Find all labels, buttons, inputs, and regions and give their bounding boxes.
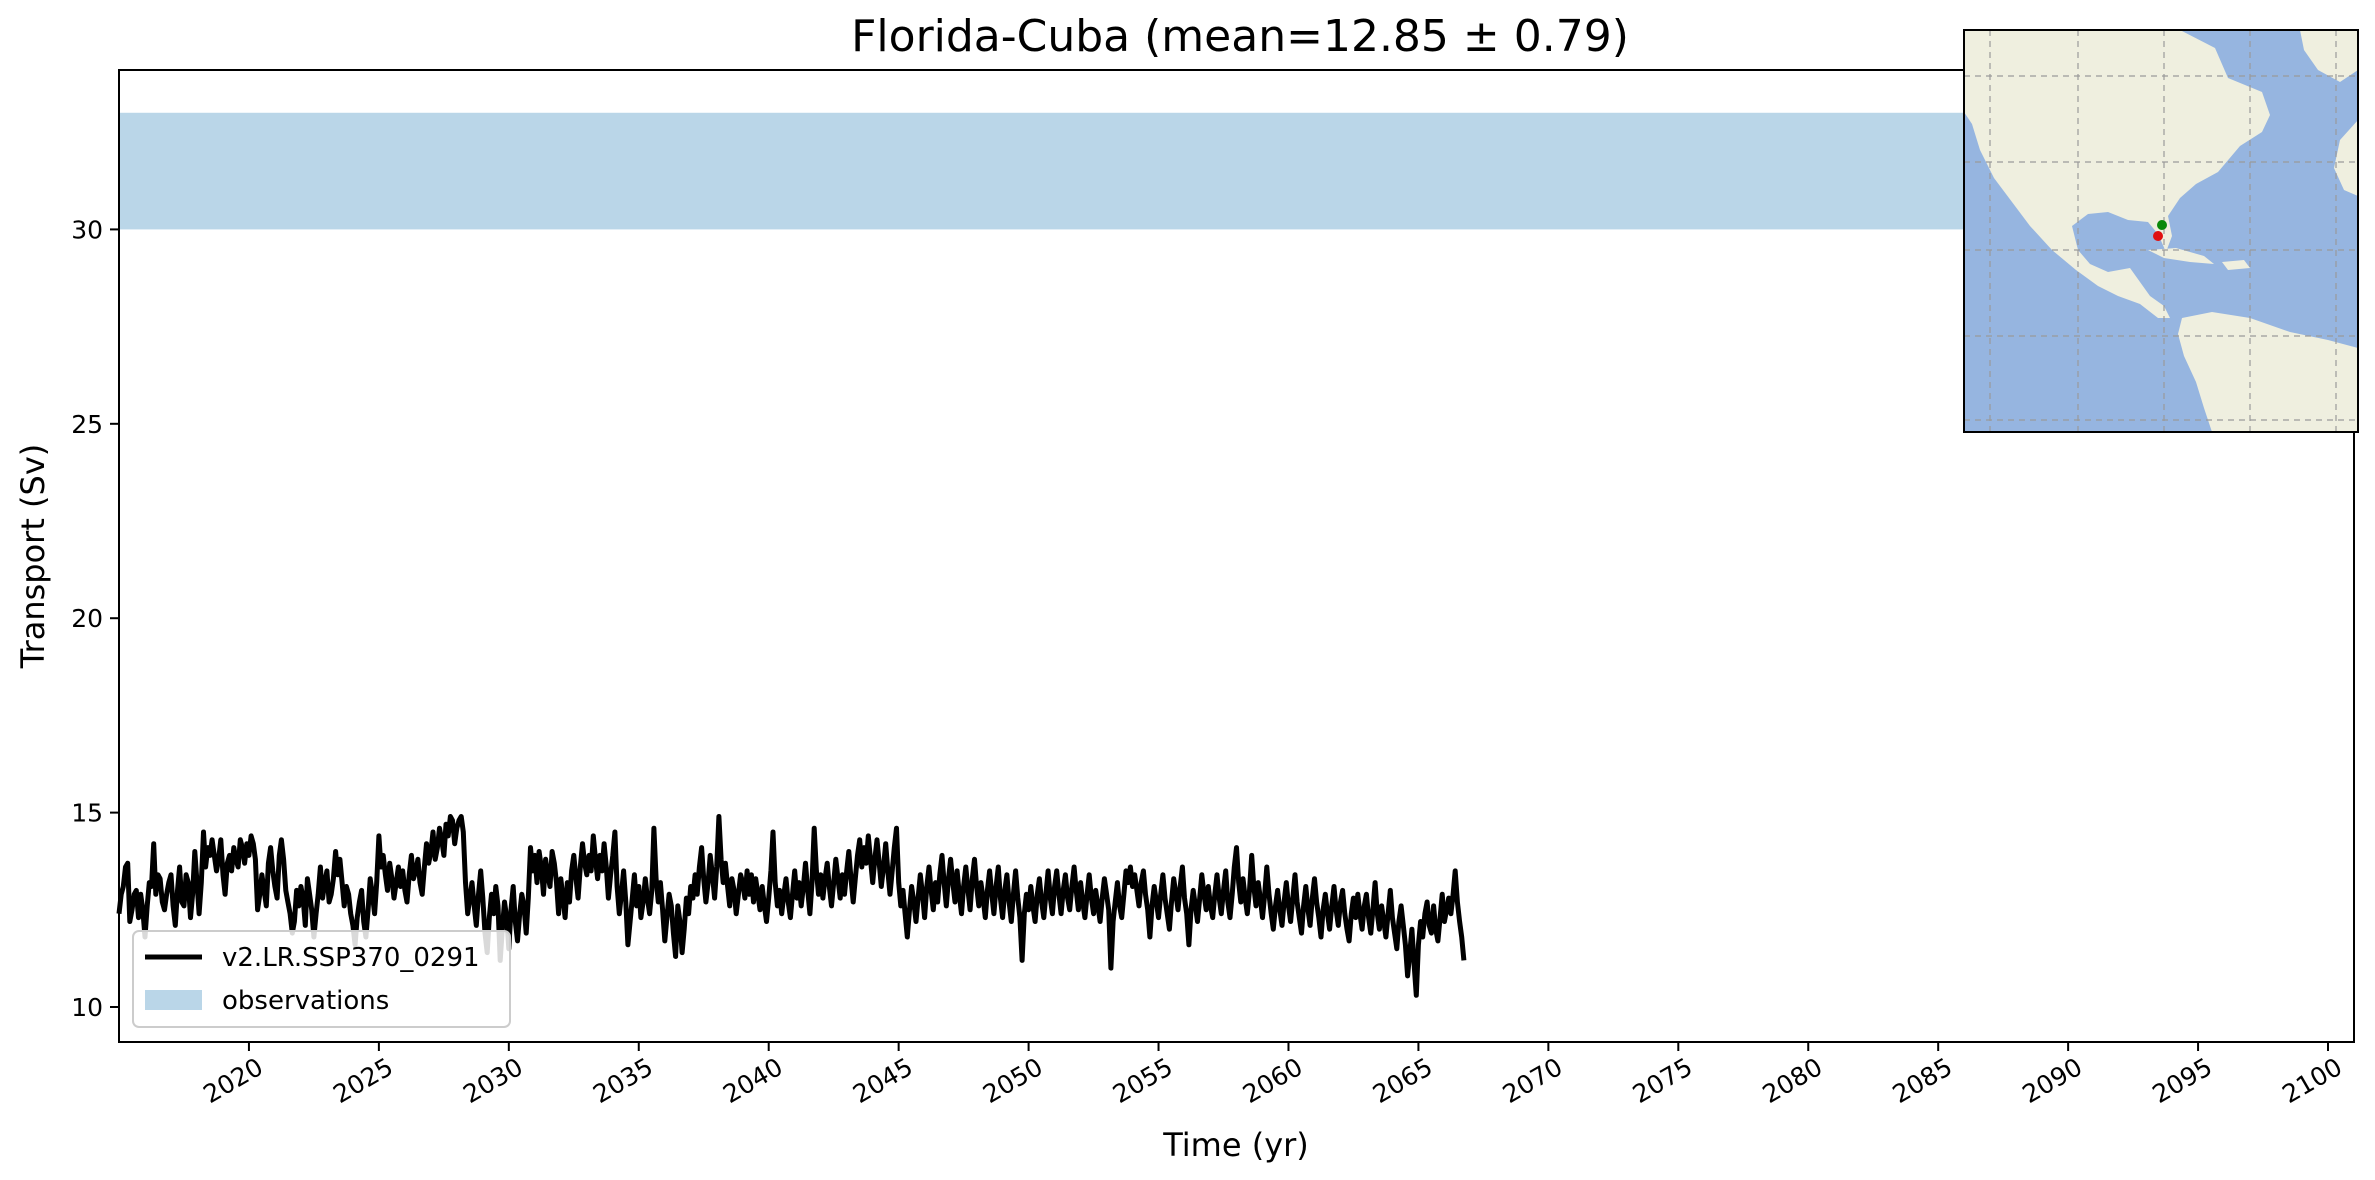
series-line bbox=[116, 814, 1467, 998]
legend-observations-swatch bbox=[145, 990, 202, 1010]
axes-frame bbox=[118, 69, 2355, 1043]
y-tick-label: 20 bbox=[71, 604, 103, 633]
map-land-south-america bbox=[2178, 312, 2358, 432]
y-axis: 10 15 20 25 30 bbox=[71, 215, 119, 1022]
map-land-north-america bbox=[1964, 30, 2270, 318]
x-tick-label: 2070 bbox=[1498, 1052, 1568, 1109]
x-tick-label: 2055 bbox=[1108, 1052, 1178, 1109]
x-tick-label: 2090 bbox=[2018, 1052, 2088, 1109]
y-tick-label: 25 bbox=[71, 410, 103, 439]
x-tick-label: 2045 bbox=[848, 1052, 918, 1109]
x-tick-label: 2020 bbox=[198, 1052, 268, 1109]
x-tick-label: 2075 bbox=[1628, 1052, 1698, 1109]
x-tick-label: 2040 bbox=[718, 1052, 788, 1109]
y-tick-label: 10 bbox=[71, 993, 103, 1022]
map-land-greenland bbox=[2300, 30, 2358, 82]
inset-map bbox=[1963, 29, 2359, 433]
x-tick-label: 2095 bbox=[2147, 1052, 2217, 1109]
section-start-marker bbox=[2157, 220, 2167, 230]
x-tick-label: 2100 bbox=[2277, 1052, 2347, 1109]
inset-map-frame bbox=[1963, 29, 2359, 433]
x-axis-label: Time (yr) bbox=[1162, 1126, 1309, 1164]
y-tick-label: 15 bbox=[71, 799, 103, 828]
x-tick-label: 2065 bbox=[1368, 1052, 1438, 1109]
x-tick-label: 2030 bbox=[458, 1052, 528, 1109]
x-tick-label: 2080 bbox=[1758, 1052, 1828, 1109]
x-tick-label: 2085 bbox=[1888, 1052, 1958, 1109]
map-land-hispaniola bbox=[2222, 260, 2250, 270]
legend-frame bbox=[132, 930, 511, 1028]
x-tick-label: 2025 bbox=[328, 1052, 398, 1109]
x-tick-label: 2050 bbox=[978, 1052, 1048, 1109]
y-tick-label: 30 bbox=[71, 215, 103, 244]
map-land-africa bbox=[2334, 120, 2358, 196]
section-end-marker bbox=[2153, 231, 2163, 241]
chart-title: Florida-Cuba (mean=12.85 ± 0.79) bbox=[851, 11, 1629, 62]
x-axis: 2020 2025 2030 2035 2040 2045 2050 2055 2060 2065… bbox=[198, 1042, 2347, 1109]
legend-series-label: v2.LR.SSP370_0291 bbox=[222, 943, 480, 973]
map-land bbox=[1964, 30, 2358, 432]
legend-observations-label: observations bbox=[222, 986, 389, 1016]
y-axis-label: Transport (Sv) bbox=[14, 444, 52, 670]
map-gridlines bbox=[1964, 30, 2358, 432]
x-tick-label: 2060 bbox=[1238, 1052, 1308, 1109]
legend: v2.LR.SSP370_0291 observations bbox=[132, 930, 511, 1028]
x-tick-label: 2035 bbox=[588, 1052, 658, 1109]
